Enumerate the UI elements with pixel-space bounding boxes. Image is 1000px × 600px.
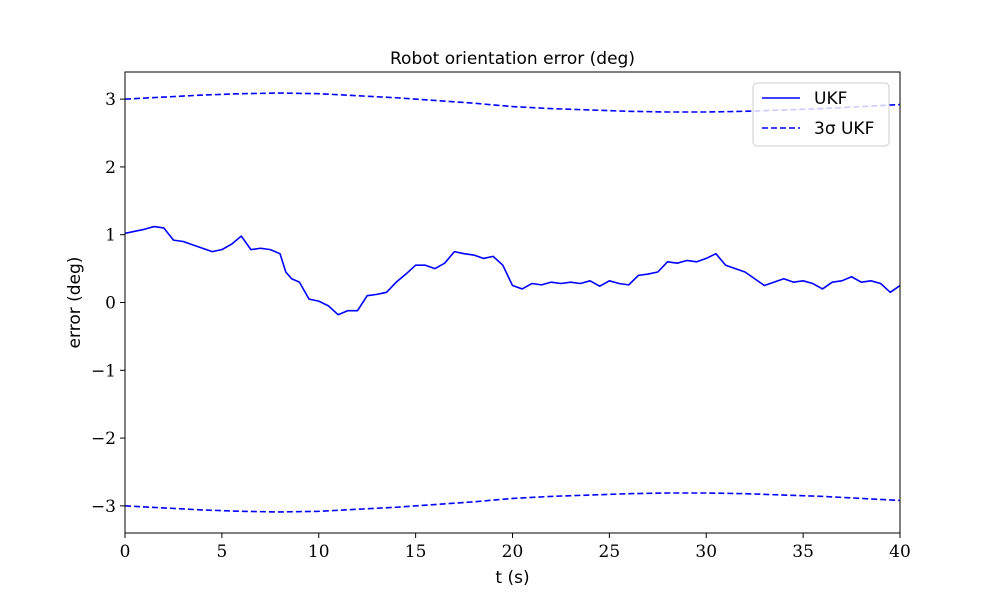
x-tick-label: 20 (502, 542, 524, 562)
y-axis-label: error (deg) (65, 257, 85, 349)
x-tick-label: 0 (120, 542, 131, 562)
chart-title: Robot orientation error (deg) (390, 49, 635, 69)
y-tick-label: −3 (91, 497, 116, 517)
y-tick-label: 3 (105, 90, 116, 110)
y-axis: −3 −2 −1 0 1 2 3 (91, 90, 125, 517)
x-axis-label: t (s) (495, 568, 529, 588)
series-layer (124, 92, 901, 513)
y-tick-label: −2 (91, 429, 116, 449)
series-3sigma-lower-line (124, 492, 901, 513)
x-tick-label: 15 (405, 542, 427, 562)
y-tick-label: 2 (105, 158, 116, 178)
x-tick-label: 35 (792, 542, 814, 562)
series-3sigma-upper-line (124, 92, 901, 113)
y-tick-label: 1 (105, 226, 116, 246)
x-axis: 0 5 10 15 20 25 30 35 40 (120, 533, 911, 562)
x-tick-label: 5 (216, 542, 227, 562)
series-ukf-line (124, 225, 901, 316)
x-tick-label: 40 (889, 542, 911, 562)
legend: UKF 3σ UKF (752, 82, 890, 147)
y-tick-label: −1 (91, 361, 116, 381)
x-tick-label: 10 (308, 542, 330, 562)
x-tick-label: 30 (695, 542, 717, 562)
legend-label-ukf: UKF (814, 89, 847, 109)
y-tick-label: 0 (105, 294, 116, 314)
x-tick-label: 25 (599, 542, 621, 562)
legend-label-3sigma-ukf: 3σ UKF (814, 119, 874, 139)
